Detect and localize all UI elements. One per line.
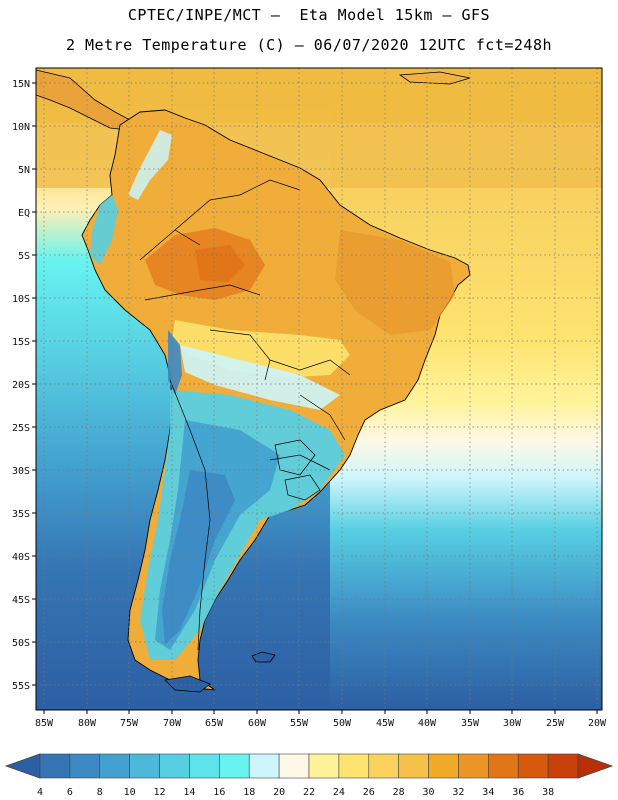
colorbar-cell <box>129 753 160 779</box>
colorbar-tick-label: 30 <box>423 787 435 798</box>
lon-label: 85W <box>35 718 54 729</box>
colorbar-tick-label: 24 <box>333 787 345 798</box>
lon-label: 75W <box>120 718 139 729</box>
colorbar-tick-label: 10 <box>124 787 136 798</box>
lat-label: 5N <box>18 165 30 176</box>
colorbar-tick-label: 34 <box>482 787 494 798</box>
chaco-cool-region <box>180 345 340 410</box>
lon-label: 60W <box>248 718 267 729</box>
lat-label: 5S <box>18 251 30 262</box>
lon-label: 80W <box>78 718 97 729</box>
lon-label: 45W <box>376 718 395 729</box>
temperature-field <box>36 68 602 710</box>
lat-label: 15S <box>12 337 30 348</box>
lon-label: 50W <box>333 718 352 729</box>
lat-label: 10N <box>12 122 30 133</box>
colorbar-cell <box>338 753 370 779</box>
lat-label: 40S <box>12 552 30 563</box>
colorbar-tick-label: 32 <box>452 787 464 798</box>
longitude-labels: 85W 80W 75W 70W 65W 60W 55W 50W 45W 40W … <box>35 718 607 729</box>
latitude-labels: 15N 10N 5N EQ 5S 10S 15S 20S 25S 30S 35S… <box>12 79 30 692</box>
colorbar-low-arrow <box>4 753 41 779</box>
colorbar-cell <box>189 753 220 779</box>
colorbar-cell <box>428 753 459 779</box>
colorbar-tick-label: 4 <box>37 787 43 798</box>
colorbar-cell <box>458 753 489 779</box>
colorbar-tick-label: 36 <box>512 787 524 798</box>
country-borders <box>139 179 351 651</box>
lon-label: 35W <box>461 718 480 729</box>
lat-label: 30S <box>12 466 30 477</box>
colorbar-tick-label: 6 <box>67 787 73 798</box>
lat-label: 10S <box>12 294 30 305</box>
colorbar-cell <box>398 753 429 779</box>
colorbar-cell <box>547 753 579 779</box>
lon-label: 70W <box>163 718 182 729</box>
colorbar-cell <box>39 753 71 779</box>
colorbar-tick-label: 8 <box>97 787 103 798</box>
lat-label: EQ <box>18 208 30 219</box>
lat-label: 35S <box>12 509 30 520</box>
colorbar-tick-label: 16 <box>213 787 225 798</box>
colorbar-tick-label: 26 <box>363 787 375 798</box>
colorbar-tick-label: 20 <box>273 787 285 798</box>
lat-label: 25S <box>12 423 30 434</box>
colorbar-tick-label: 22 <box>303 787 315 798</box>
lon-label: 55W <box>290 718 309 729</box>
lon-label: 25W <box>546 718 565 729</box>
colorbar-cell <box>368 753 399 779</box>
colorbar: 4 6 8 10 12 14 16 18 20 22 24 26 28 30 32 34 36 38 <box>4 753 614 798</box>
colorbar-tick-label: 28 <box>393 787 405 798</box>
lon-label: 65W <box>205 718 224 729</box>
lat-label: 20S <box>12 380 30 391</box>
map-frame <box>35 67 603 711</box>
colorbar-tick-label: 38 <box>542 787 554 798</box>
colorbar-cell <box>69 753 101 779</box>
caribbean-islands <box>398 71 471 85</box>
falkland-islands <box>251 651 276 663</box>
colorbar-cell <box>248 753 280 779</box>
axis-ticks <box>32 82 598 714</box>
lon-label: 30W <box>503 718 522 729</box>
colorbar-tick-label: 12 <box>154 787 166 798</box>
colorbar-cell <box>99 753 130 779</box>
colorbar-cell <box>308 753 340 779</box>
lon-label: 20W <box>588 718 607 729</box>
colorbar-cell <box>517 753 549 779</box>
andes-cold-strip <box>162 470 235 645</box>
colorbar-cell <box>159 753 190 779</box>
colorbar-cell <box>278 753 310 779</box>
lat-label: 45S <box>12 595 30 606</box>
map-subtitle: 2 Metre Temperature (C) – 06/07/2020 12U… <box>65 36 553 54</box>
colorbar-tick-label: 14 <box>183 787 195 798</box>
colorbar-cell <box>219 753 250 779</box>
lat-label: 15N <box>12 79 30 90</box>
map-title: CPTEC/INPE/MCT – Eta Model 15km – GFS <box>127 6 491 24</box>
northeast-brazil-warm-region <box>335 230 455 335</box>
lat-label: 55S <box>12 681 30 692</box>
colorbar-cell <box>488 753 519 779</box>
colorbar-high-arrow <box>577 753 614 779</box>
lon-label: 40W <box>418 718 437 729</box>
lat-label: 50S <box>12 638 30 649</box>
tierra-del-fuego <box>164 675 211 693</box>
colorbar-tick-label: 18 <box>243 787 255 798</box>
